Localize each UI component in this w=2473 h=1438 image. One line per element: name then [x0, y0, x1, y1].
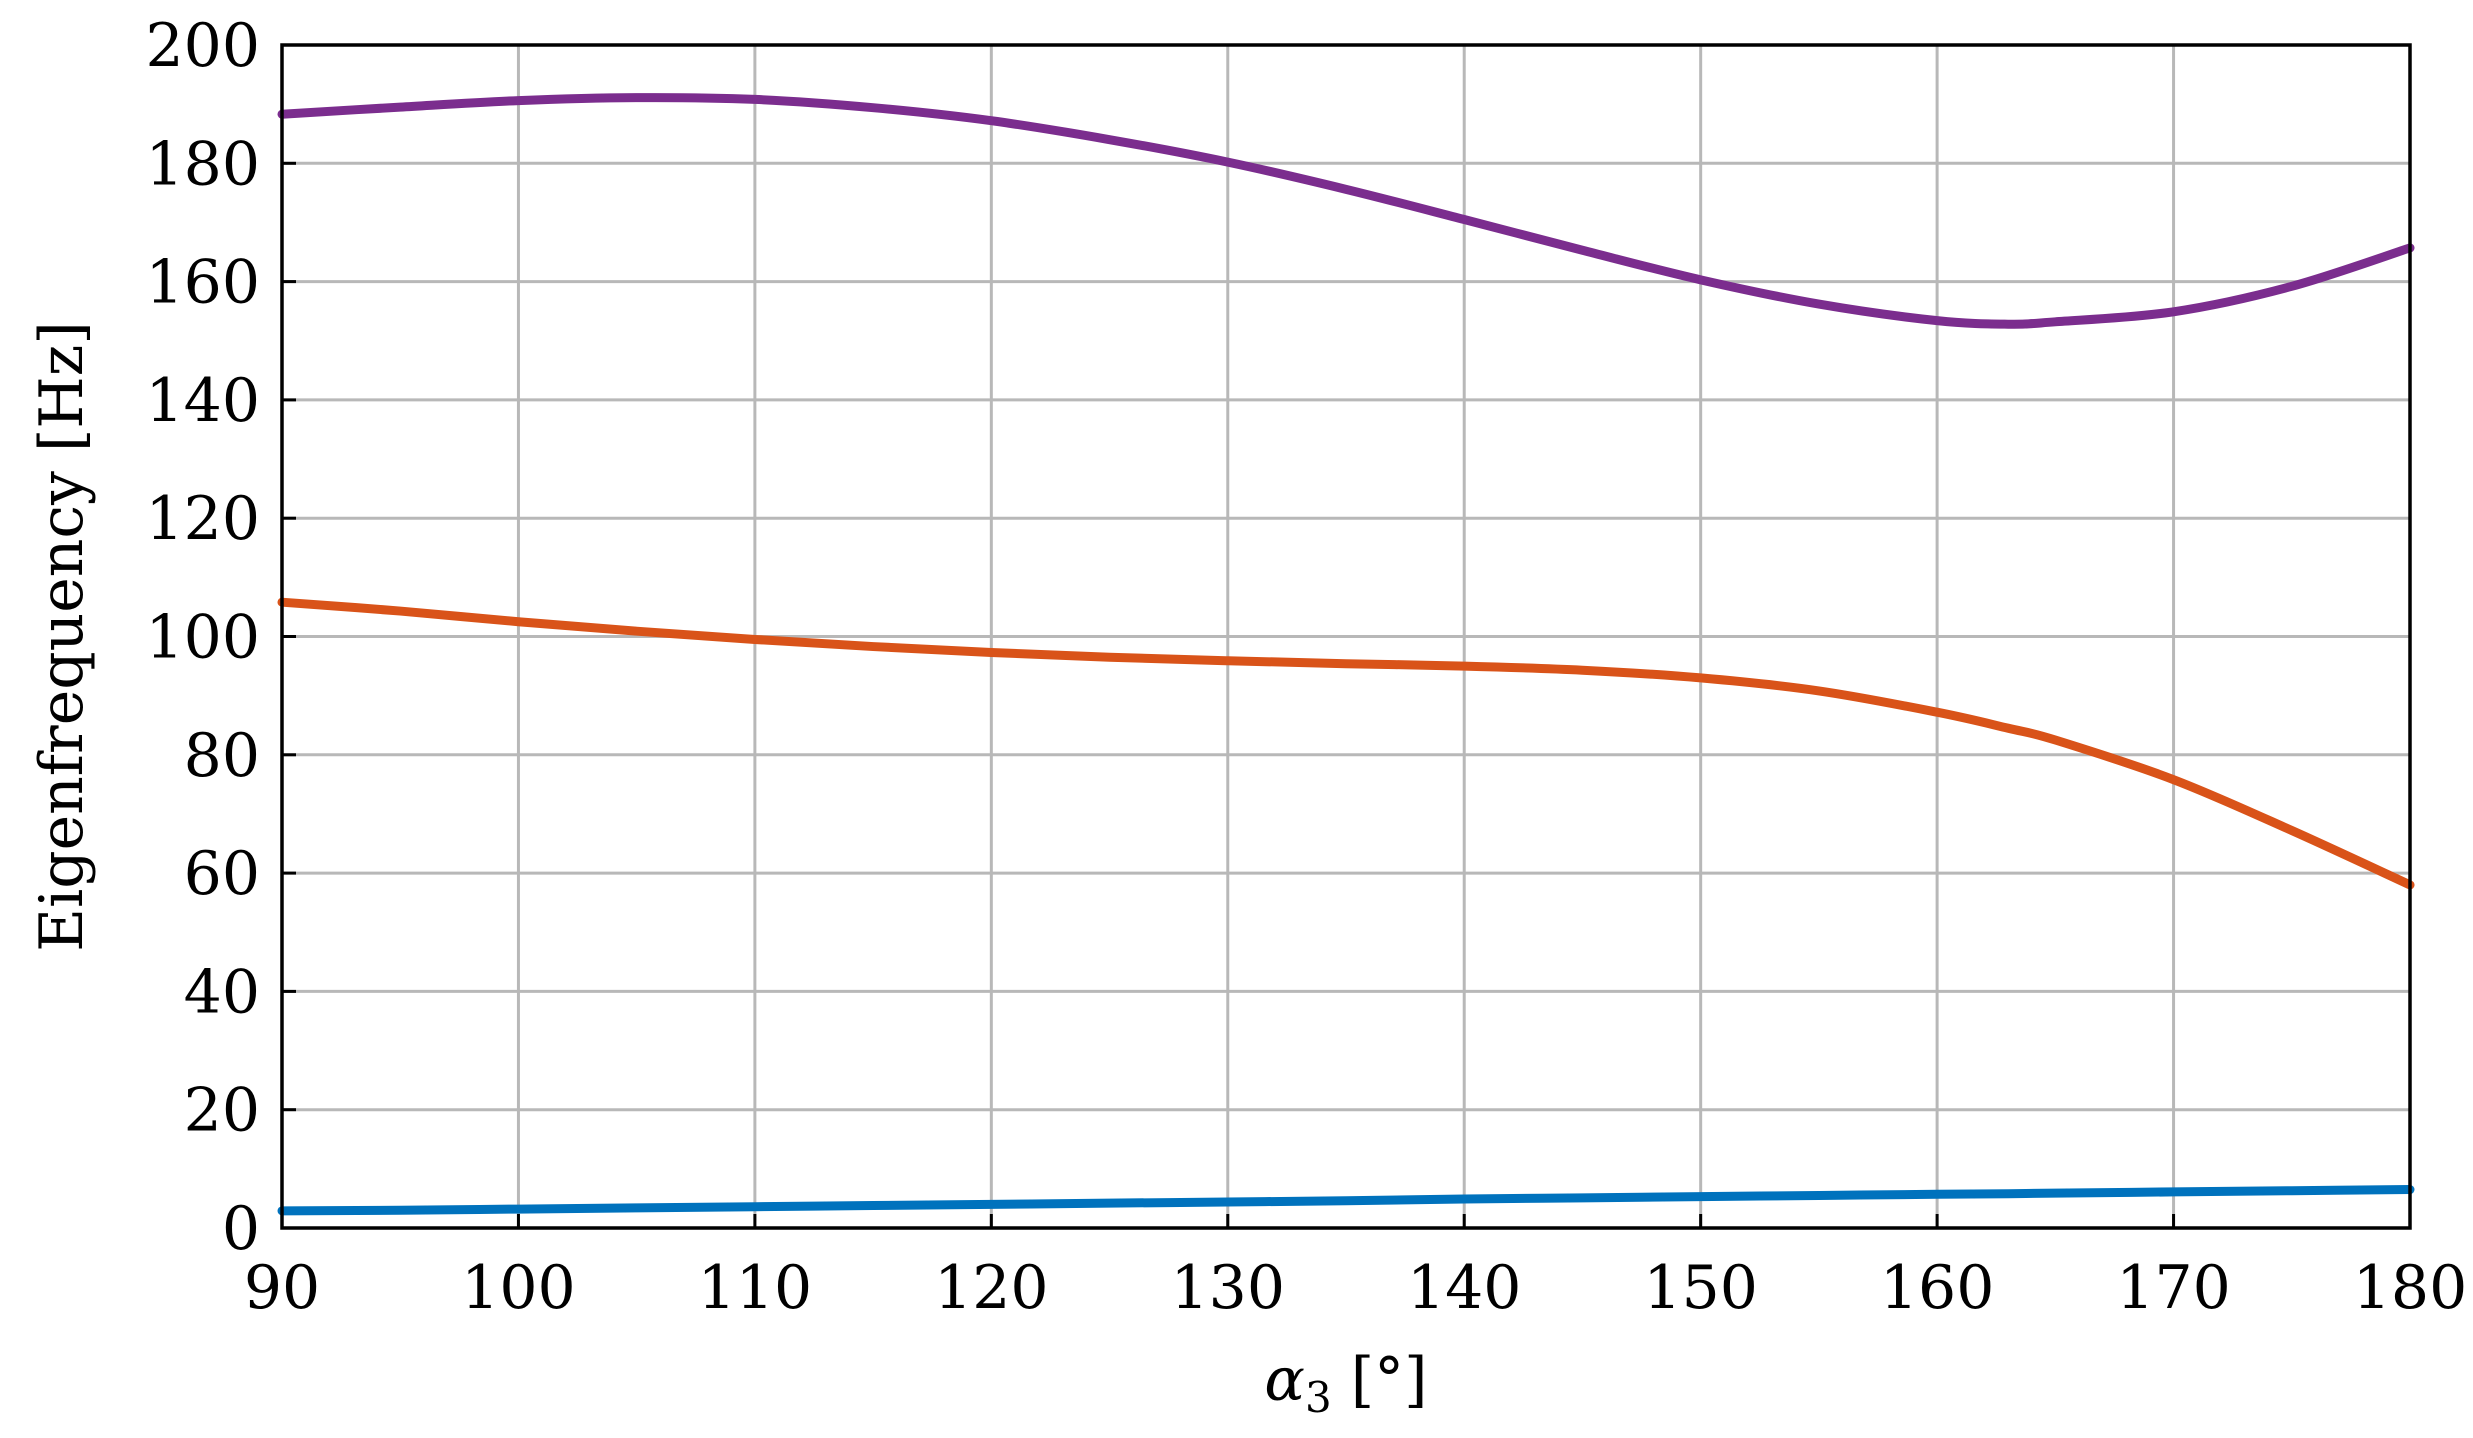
y-tick-label: 160: [145, 248, 260, 318]
y-tick-label: 60: [184, 839, 260, 909]
x-tick-labels: 90 100 110 120 130 140 150 160 170 180: [244, 1214, 2467, 1323]
x-tick-label: 100: [461, 1253, 576, 1323]
x-tick-label: 150: [1643, 1253, 1758, 1323]
y-tick-label: 100: [145, 603, 260, 673]
series-line-3: [277, 1185, 2415, 1216]
x-tick-label: 180: [2353, 1253, 2468, 1323]
x-tick-label: 140: [1407, 1253, 1522, 1323]
x-axis-label-unit: [°]: [1332, 1345, 1428, 1415]
x-axis-label-subscript: 3: [1305, 1373, 1332, 1422]
x-axis-label: α3 [°]: [1264, 1345, 1427, 1422]
x-axis-label-symbol: α: [1264, 1345, 1305, 1415]
y-axis-label: Eigenfrequency [Hz]: [27, 321, 97, 951]
y-tick-label: 200: [145, 11, 260, 81]
series-line-1: [277, 93, 2415, 329]
x-tick-label: 170: [2116, 1253, 2231, 1323]
y-tick-label: 180: [145, 129, 260, 199]
series-line-2: [277, 597, 2415, 890]
x-tick-label: 90: [244, 1253, 320, 1323]
x-tick-label: 110: [698, 1253, 813, 1323]
y-tick-label: 20: [184, 1076, 260, 1146]
series-lines: [277, 93, 2415, 1216]
y-tick-label: 140: [145, 366, 260, 436]
y-tick-label: 0: [222, 1194, 260, 1264]
y-tick-label: 120: [145, 484, 260, 554]
y-tick-label: 40: [184, 957, 260, 1027]
y-tick-labels: 0 20 40 60 80 100 120 140 160 180 200: [145, 11, 296, 1264]
x-tick-label: 160: [1880, 1253, 1995, 1323]
x-tick-label: 130: [1171, 1253, 1286, 1323]
x-tick-label: 120: [934, 1253, 1049, 1323]
grid: [280, 43, 2412, 1230]
y-tick-label: 80: [184, 721, 260, 791]
